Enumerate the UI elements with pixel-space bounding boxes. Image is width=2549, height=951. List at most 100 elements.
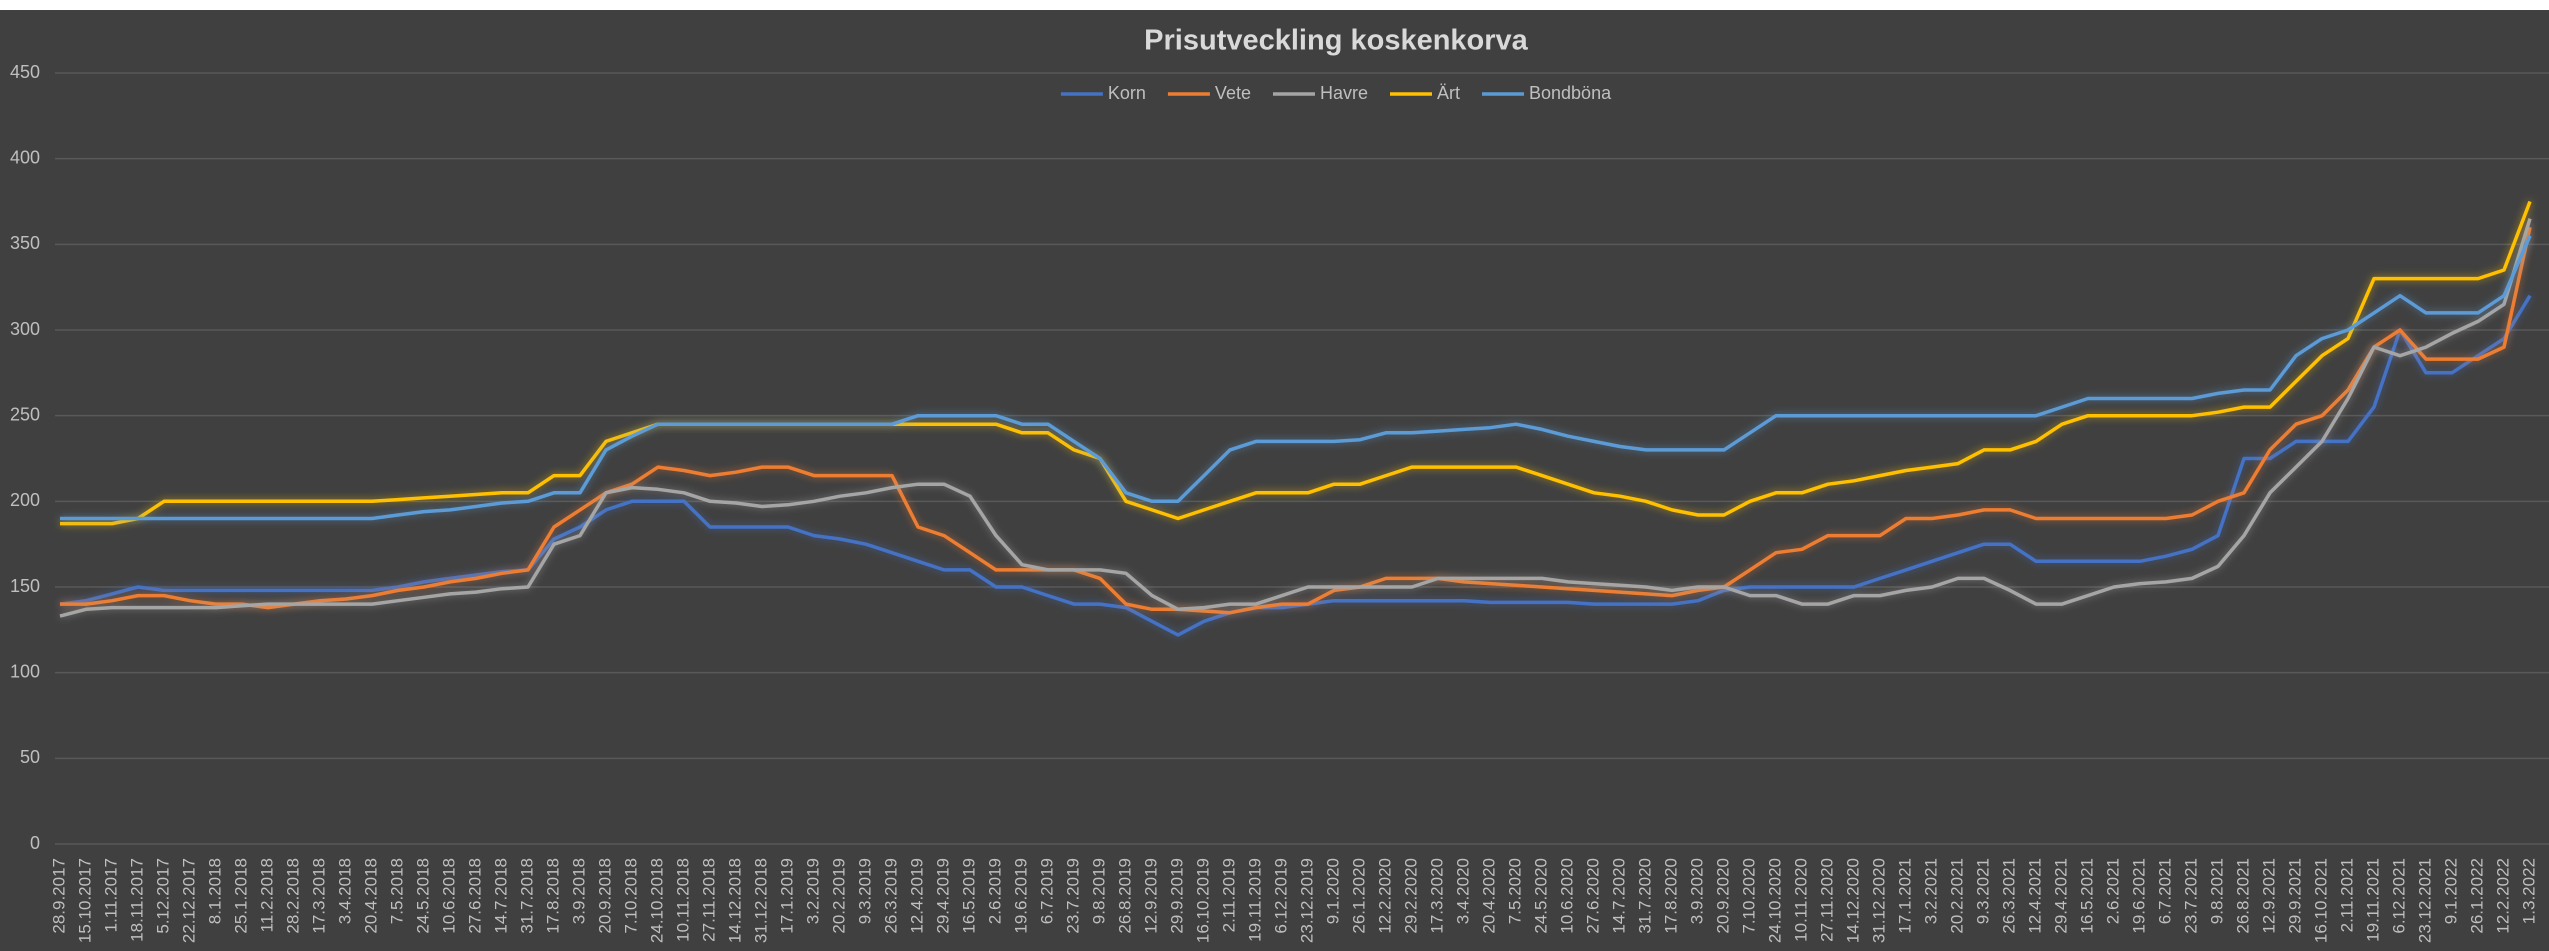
x-tick-label: 3.9.2018 <box>569 858 588 924</box>
x-tick-label: 19.11.2021 <box>2363 858 2382 942</box>
x-tick-label: 10.11.2020 <box>1791 858 1810 942</box>
x-tick-label: 9.3.2021 <box>1973 858 1992 924</box>
y-tick-label: 0 <box>30 833 40 853</box>
x-tick-label: 31.12.2018 <box>751 858 770 943</box>
x-tick-label: 2.6.2021 <box>2103 858 2122 924</box>
y-tick-label: 100 <box>10 661 40 681</box>
x-tick-label: 25.1.2018 <box>231 858 250 934</box>
x-tick-label: 11.2.2018 <box>257 858 276 932</box>
x-tick-label: 14.7.2018 <box>491 858 510 934</box>
x-tick-label: 9.3.2019 <box>855 858 874 924</box>
x-tick-label: 29.4.2021 <box>2051 858 2070 934</box>
x-tick-label: 12.4.2019 <box>907 858 926 934</box>
x-tick-label: 16.10.2019 <box>1193 858 1212 943</box>
series-line <box>60 200 2532 526</box>
series-line <box>59 218 2532 618</box>
x-tick-label: 9.1.2020 <box>1323 858 1342 924</box>
x-tick-label: 2.6.2019 <box>985 858 1004 924</box>
x-tick-label: 3.2.2019 <box>803 858 822 924</box>
x-tick-label: 10.11.2018 <box>673 858 692 942</box>
x-tick-label: 7.5.2020 <box>1505 858 1524 924</box>
x-tick-label: 17.1.2021 <box>1895 858 1914 934</box>
x-tick-label: 24.5.2020 <box>1531 858 1550 934</box>
x-tick-label: 19.11.2019 <box>1245 858 1264 942</box>
series-line <box>60 235 2532 521</box>
x-tick-label: 20.9.2018 <box>595 858 614 934</box>
x-tick-label: 2.11.2019 <box>1219 858 1238 932</box>
x-tick-label: 31.7.2018 <box>517 858 536 934</box>
x-tick-label: 16.10.2021 <box>2311 858 2330 943</box>
y-tick-label: 350 <box>10 233 40 253</box>
x-tick-label: 3.4.2020 <box>1453 858 1472 924</box>
x-tick-label: 6.7.2019 <box>1037 858 1056 924</box>
y-tick-label: 250 <box>10 404 40 424</box>
legend-label: Bondböna <box>1529 83 1612 103</box>
x-tick-label: 2.11.2021 <box>2337 858 2356 932</box>
x-tick-label: 31.7.2020 <box>1635 858 1654 934</box>
x-tick-label: 20.2.2019 <box>829 858 848 934</box>
x-tick-label: 19.6.2021 <box>2129 858 2148 934</box>
x-tick-label: 26.8.2021 <box>2233 858 2252 934</box>
x-tick-label: 26.1.2020 <box>1349 858 1368 934</box>
x-tick-label: 3.2.2021 <box>1921 858 1940 924</box>
chart-title: Prisutveckling koskenkorva <box>1144 25 1528 57</box>
x-tick-label: 23.7.2019 <box>1063 858 1082 934</box>
y-tick-label: 300 <box>10 319 40 339</box>
y-tick-label: 200 <box>10 490 40 510</box>
x-tick-label: 20.4.2018 <box>361 858 380 934</box>
x-tick-label: 17.8.2018 <box>543 858 562 934</box>
legend-label: Havre <box>1320 83 1368 103</box>
x-tick-label: 6.12.2019 <box>1271 858 1290 934</box>
x-tick-label: 12.9.2019 <box>1141 858 1160 934</box>
y-tick-label: 400 <box>10 147 40 167</box>
x-tick-label: 7.10.2018 <box>621 858 640 934</box>
x-tick-label: 27.6.2018 <box>465 858 484 934</box>
x-tick-label: 26.3.2019 <box>881 858 900 934</box>
legend-label: Ärt <box>1437 83 1460 103</box>
x-tick-label: 27.6.2020 <box>1583 858 1602 934</box>
x-tick-label: 8.1.2018 <box>205 858 224 924</box>
x-tick-label: 10.6.2018 <box>439 858 458 934</box>
x-tick-label: 17.3.2018 <box>309 858 328 934</box>
y-tick-label: 50 <box>20 747 40 767</box>
x-tick-label: 14.12.2020 <box>1843 858 1862 943</box>
x-tick-label: 29.9.2019 <box>1167 858 1186 934</box>
x-tick-label: 16.5.2021 <box>2077 858 2096 934</box>
x-tick-label: 12.2.2020 <box>1375 858 1394 934</box>
legend-label: Korn <box>1108 83 1146 103</box>
x-tick-label: 19.6.2019 <box>1011 858 1030 934</box>
x-tick-label: 17.3.2020 <box>1427 858 1446 934</box>
x-tick-label: 20.4.2020 <box>1479 858 1498 934</box>
x-tick-label: 6.12.2021 <box>2389 858 2408 934</box>
x-tick-label: 17.1.2019 <box>777 858 796 934</box>
x-tick-label: 14.7.2020 <box>1609 858 1628 934</box>
x-tick-label: 18.11.2017 <box>127 858 146 942</box>
x-tick-label: 1.11.2017 <box>101 858 120 932</box>
x-tick-label: 26.8.2019 <box>1115 858 1134 934</box>
x-tick-label: 28.2.2018 <box>283 858 302 934</box>
x-tick-label: 14.12.2018 <box>725 858 744 943</box>
x-tick-label: 7.10.2020 <box>1739 858 1758 934</box>
x-tick-label: 15.10.2017 <box>75 858 94 943</box>
x-tick-label: 26.3.2021 <box>1999 858 2018 934</box>
x-tick-label: 3.4.2018 <box>335 858 354 924</box>
y-tick-label: 150 <box>10 576 40 596</box>
x-tick-label: 17.8.2020 <box>1661 858 1680 934</box>
x-tick-label: 12.9.2021 <box>2259 858 2278 934</box>
x-tick-label: 24.10.2020 <box>1765 858 1784 943</box>
chart-background <box>0 10 2549 951</box>
x-tick-label: 5.12.2017 <box>153 858 172 934</box>
x-tick-label: 9.8.2021 <box>2207 858 2226 924</box>
x-tick-label: 6.7.2021 <box>2155 858 2174 924</box>
x-tick-label: 27.11.2020 <box>1817 858 1836 942</box>
x-tick-label: 23.7.2021 <box>2181 858 2200 934</box>
x-tick-label: 12.2.2022 <box>2493 858 2512 934</box>
legend-label: Vete <box>1215 83 1251 103</box>
x-tick-label: 9.1.2022 <box>2441 858 2460 924</box>
x-tick-label: 27.11.2018 <box>699 858 718 942</box>
x-tick-label: 28.9.2017 <box>49 858 68 934</box>
x-tick-label: 26.1.2022 <box>2467 858 2486 934</box>
x-tick-label: 23.12.2021 <box>2415 858 2434 943</box>
x-tick-label: 7.5.2018 <box>387 858 406 924</box>
